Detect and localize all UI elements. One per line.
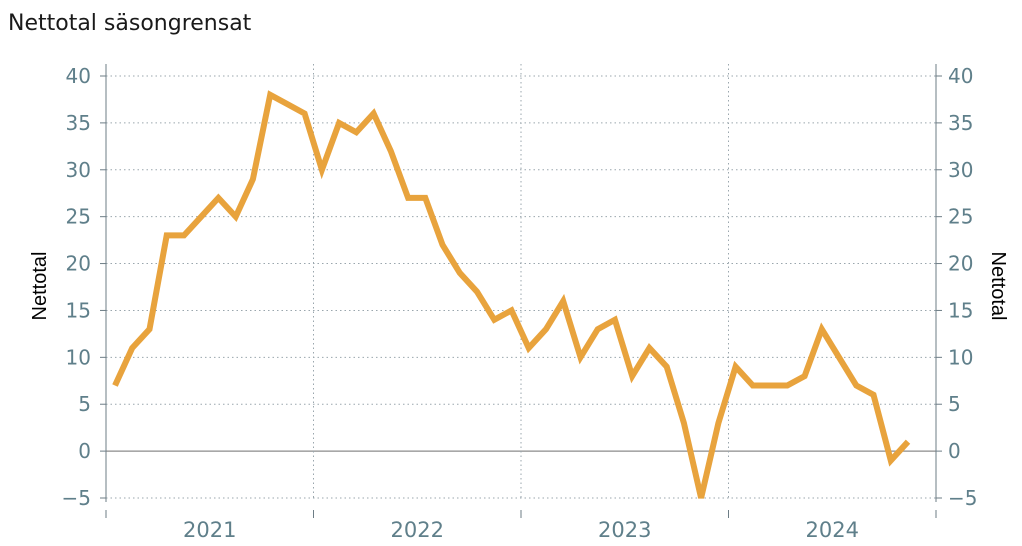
chart-title: Nettotal säsongrensat (8, 11, 252, 36)
y-tick-label-right: 20 (948, 252, 973, 276)
axes (100, 64, 942, 518)
y-tick-label-left: 15 (66, 298, 91, 322)
y-axis-label-left: Nettotal (29, 252, 51, 321)
y-tick-label-right: 35 (948, 111, 973, 135)
y-tick-label-left: 0 (78, 439, 91, 463)
y-tick-label-right: −5 (948, 486, 977, 510)
y-tick-label-left: −5 (62, 486, 91, 510)
y-tick-label-right: 0 (948, 439, 961, 463)
y-tick-label-left: 30 (66, 158, 91, 182)
y-tick-label-left: 25 (66, 205, 91, 229)
y-tick-label-right: 25 (948, 205, 973, 229)
y-tick-label-left: 40 (66, 64, 91, 88)
y-tick-label-left: 35 (66, 111, 91, 135)
series (112, 90, 911, 499)
y-axis-label-right: Nettotal (987, 252, 1009, 321)
x-tick-label: 2022 (391, 518, 444, 542)
series-line (112, 90, 911, 499)
x-tick-label: 2024 (806, 518, 859, 542)
y-tick-label-right: 15 (948, 298, 973, 322)
tick-labels: −5 −5 0 0 5 5 10 10 15 15 20 20 25 25 30 30 35 35 40 40 2021… (62, 64, 978, 542)
x-tick-label: 2023 (598, 518, 651, 542)
y-tick-label-right: 10 (948, 345, 973, 369)
y-tick-label-left: 5 (78, 392, 91, 416)
y-tick-label-left: 10 (66, 345, 91, 369)
y-tick-label-left: 20 (66, 252, 91, 276)
y-tick-label-right: 40 (948, 64, 973, 88)
y-tick-label-right: 5 (948, 392, 961, 416)
y-tick-label-right: 30 (948, 158, 973, 182)
x-tick-label: 2021 (183, 518, 236, 542)
grid (105, 64, 937, 499)
